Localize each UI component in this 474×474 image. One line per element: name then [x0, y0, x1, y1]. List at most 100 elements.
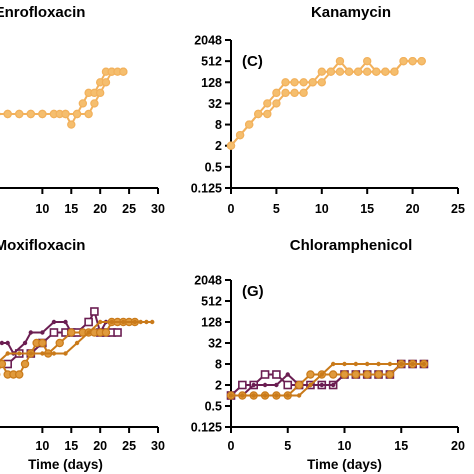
data-point: [228, 393, 234, 398]
data-point: [26, 109, 36, 119]
data-point: [399, 56, 408, 66]
data-point: [285, 372, 290, 377]
data-point: [61, 109, 70, 119]
data-point: [67, 328, 76, 337]
data-point: [17, 351, 22, 356]
data-point: [351, 370, 361, 379]
data-point: [335, 67, 345, 76]
data-point: [319, 382, 324, 388]
data-point: [308, 382, 313, 388]
data-point: [385, 370, 395, 379]
data-point: [86, 330, 91, 335]
data-point: [263, 109, 272, 119]
data-point: [254, 109, 263, 119]
x-axis-label: Time (days): [28, 457, 103, 472]
y-tick-label: 0.125: [191, 421, 222, 435]
data-point: [274, 382, 279, 388]
data-point: [272, 370, 281, 379]
data-point: [84, 317, 93, 327]
data-point: [5, 351, 10, 356]
data-point: [63, 319, 68, 325]
x-tick-label: 15: [394, 439, 408, 453]
x-tick-label: 0: [228, 439, 235, 453]
data-point: [299, 78, 308, 87]
data-point: [410, 361, 415, 367]
data-point: [90, 99, 99, 108]
data-point: [5, 340, 10, 346]
data-point: [0, 340, 5, 346]
data-point: [342, 361, 347, 367]
data-point: [95, 88, 105, 98]
data-point: [299, 88, 308, 98]
data-point: [119, 67, 128, 76]
data-point: [408, 56, 417, 66]
data-point: [335, 56, 345, 66]
data-point: [72, 109, 82, 119]
data-point: [90, 307, 99, 316]
data-point: [49, 328, 59, 337]
data-point: [40, 330, 45, 335]
data-point: [417, 56, 426, 66]
data-point: [365, 361, 370, 367]
data-point: [20, 359, 30, 369]
data-point: [296, 393, 302, 398]
data-point: [285, 393, 290, 398]
panel-label: (G): [242, 283, 264, 300]
data-point: [374, 370, 383, 379]
data-point: [240, 393, 245, 398]
data-point: [244, 120, 254, 129]
x-tick-label: 10: [315, 202, 329, 216]
data-point: [326, 67, 336, 76]
data-point: [3, 109, 12, 119]
chart-title: Moxifloxacin: [0, 237, 85, 254]
data-point: [340, 370, 349, 379]
data-point: [353, 67, 363, 76]
x-tick-label: 5: [284, 439, 291, 453]
y-tick-label: 32: [208, 337, 222, 351]
data-point: [101, 78, 111, 87]
data-point: [294, 380, 304, 390]
data-point: [251, 382, 256, 388]
data-point: [283, 380, 293, 390]
data-point: [138, 319, 143, 325]
data-point: [51, 351, 57, 356]
x-tick-label: 25: [122, 439, 136, 453]
data-point: [28, 351, 34, 356]
data-point: [63, 351, 68, 356]
data-point: [328, 370, 338, 379]
data-point: [101, 328, 111, 337]
y-tick-label: 128: [201, 316, 222, 330]
x-tick-label: 20: [406, 202, 420, 216]
x-tick-label: 30: [151, 439, 165, 453]
data-point: [67, 120, 76, 129]
data-point: [317, 67, 326, 76]
data-point: [376, 361, 381, 367]
x-tick-label: 15: [64, 439, 78, 453]
data-point: [363, 56, 372, 66]
x-tick-label: 15: [360, 202, 374, 216]
y-tick-label: 2: [215, 139, 222, 153]
data-point: [390, 67, 399, 76]
series-line: [0, 70, 124, 115]
data-point: [317, 78, 326, 87]
y-tick-label: 0.5: [205, 400, 222, 414]
y-tick-label: 32: [208, 97, 222, 111]
data-point: [40, 351, 45, 356]
chart-title: Kanamycin: [311, 4, 391, 21]
data-point: [262, 382, 268, 388]
chart-title: Chloramphenicol: [290, 237, 413, 254]
data-point: [387, 361, 393, 367]
y-tick-label: 8: [215, 358, 222, 372]
data-point: [381, 67, 390, 76]
data-point: [55, 338, 64, 348]
data-point: [15, 370, 24, 379]
data-point: [132, 319, 138, 325]
data-point: [260, 370, 270, 379]
data-point: [262, 393, 268, 398]
y-tick-label: 2048: [194, 34, 222, 48]
x-tick-label: 10: [35, 439, 49, 453]
data-point: [272, 88, 281, 98]
x-tick-label: 5: [273, 202, 280, 216]
x-tick-label: 10: [338, 439, 352, 453]
data-point: [353, 361, 359, 367]
